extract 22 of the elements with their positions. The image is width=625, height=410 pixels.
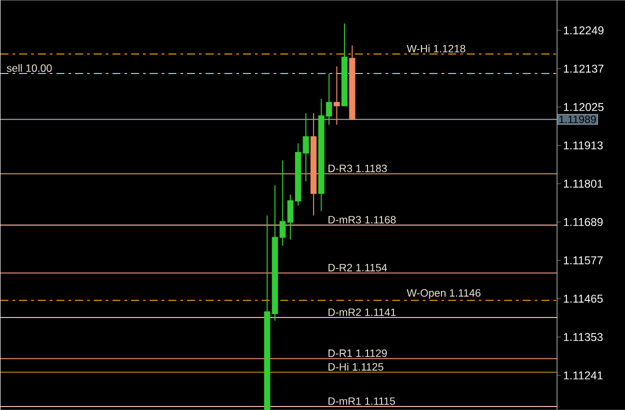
y-tick-label: 1.11353 — [564, 332, 603, 341]
ref-line-label: D-Hi 1.1125 — [328, 362, 384, 370]
ref-line-label: D-mR2 1.1141 — [328, 308, 396, 316]
y-tick-label: 1.11801 — [564, 179, 603, 188]
ref-line-label: D-R3 1.1183 — [328, 164, 387, 172]
y-tick-label: 1.11689 — [564, 218, 603, 226]
y-tick-label: 1.12025 — [564, 102, 604, 111]
y-tick-label: 1.11913 — [564, 141, 603, 150]
ref-line-label: D-mR3 1.1168 — [328, 216, 396, 224]
candlestick — [334, 66, 340, 126]
y-tick-label: 1.12249 — [564, 26, 604, 34]
y-tick-label: 1.11465 — [564, 294, 603, 302]
ref-line-label: W-Open 1.1146 — [406, 288, 480, 299]
y-tick-label: 1.11577 — [564, 256, 603, 264]
y-tick-label: 1.11241 — [564, 371, 603, 380]
ref-line-label: D-R1 1.1129 — [328, 349, 387, 357]
y-tick-label: 1.12137 — [564, 64, 604, 73]
ref-line-label: 1.11989 — [559, 115, 596, 123]
ref-line-label: sell 10.00 — [6, 64, 52, 72]
ref-line-label: D-mR1 1.1115 — [328, 397, 395, 405]
ref-line-label: D-R2 1.1154 — [328, 264, 388, 272]
ref-line-label: W-Hi 1.1218 — [406, 44, 466, 52]
